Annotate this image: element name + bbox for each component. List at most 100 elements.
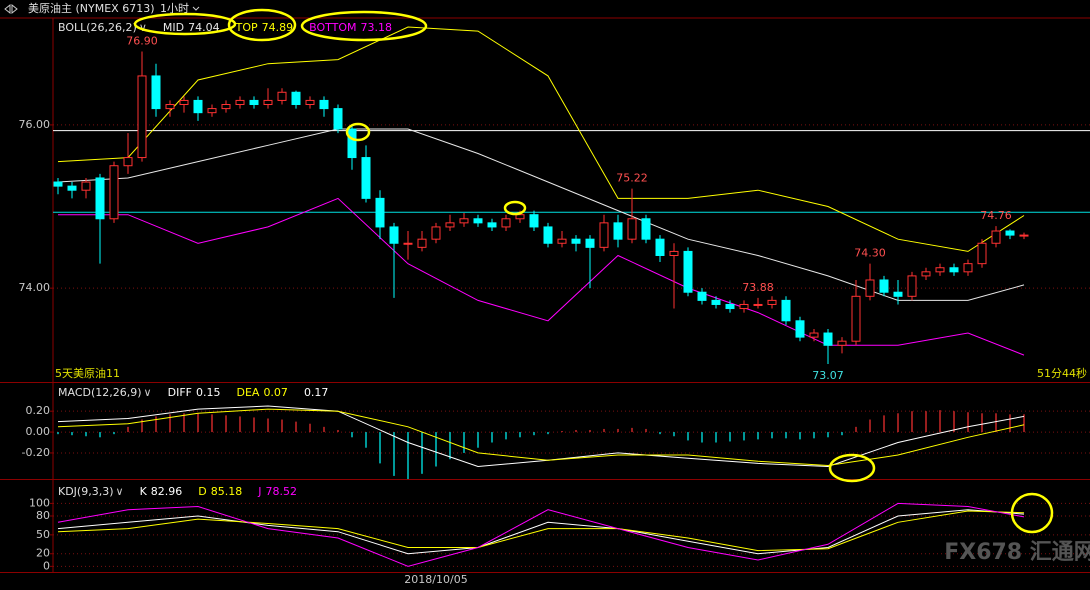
candle-body [53, 181, 63, 187]
candle-body [655, 238, 665, 256]
candle-body [445, 222, 455, 228]
candle-body [991, 230, 1001, 244]
candle-body [935, 267, 945, 273]
legend-value: 0.15 [196, 386, 221, 399]
y-tick-label: 80 [36, 509, 50, 522]
indicator-line [57, 510, 1025, 552]
chevron[interactable] [192, 6, 200, 11]
candle-body [375, 197, 385, 228]
highlight-circle [300, 10, 428, 42]
candle-body [641, 218, 651, 240]
legend-title: BOLL(26,26,2) [58, 21, 137, 34]
candle-body [557, 238, 567, 244]
price-annotation: 73.88 [742, 281, 774, 294]
candle-body [683, 250, 693, 293]
candle-body [851, 295, 861, 342]
period[interactable]: 1小时 [160, 2, 189, 15]
y-tick-label: 0.20 [26, 404, 51, 417]
candle-body [95, 177, 105, 220]
highlight-circle [345, 122, 371, 142]
legend-value: 82.96 [151, 485, 183, 498]
watermark: FX678 汇通网 [944, 540, 1090, 565]
candle-body [949, 267, 959, 273]
candle-body [599, 222, 609, 248]
highlights [133, 8, 1054, 534]
candle-body [865, 279, 875, 297]
frame [0, 17, 1090, 573]
legend-name: J [257, 485, 261, 498]
candle-body [109, 165, 119, 220]
x-tick-label: 2018/10/05 [404, 573, 467, 586]
highlight-circle [503, 200, 527, 216]
candle-body [711, 299, 721, 305]
candle-body [165, 104, 175, 110]
candle-body [669, 250, 679, 256]
candle-body [319, 99, 329, 110]
footer-left: 5天美原油11 [55, 366, 120, 380]
candle-body [207, 108, 217, 114]
candle-body [543, 226, 553, 244]
legend-chevron: ∨ [139, 21, 147, 34]
legend-name: MID [163, 21, 184, 34]
candle-body [571, 238, 581, 244]
candle-body [529, 214, 539, 228]
legend: MACD(12,26,9) ∨ DIFF 0.15 DEA 0.07 0.17 [58, 386, 328, 399]
y-tick-label: 20 [36, 547, 50, 560]
candle-body [753, 303, 763, 306]
candle-body [291, 91, 301, 106]
legend-name: D [198, 485, 206, 498]
legend-title: KDJ(9,3,3) [58, 485, 114, 498]
candle-body [417, 238, 427, 248]
highlight-circle [1010, 492, 1054, 534]
price-annotation: 76.90 [126, 34, 158, 47]
candle-body [907, 275, 917, 297]
candle-body [893, 291, 903, 297]
indicator-line [57, 509, 1025, 555]
indicator-line [57, 408, 1025, 467]
y-tick-label: 50 [36, 528, 50, 541]
legend-title: MACD(12,26,9) [58, 386, 142, 399]
candle-body [585, 238, 595, 248]
legend-value: 0.07 [263, 386, 288, 399]
candle-body [627, 218, 637, 240]
price-annotation: 75.22 [616, 172, 648, 185]
candle-body [403, 242, 413, 245]
candle-body [473, 218, 483, 224]
candle-body [823, 332, 833, 346]
highlight-circle [227, 8, 297, 42]
candle-body [767, 299, 777, 305]
nav-icon[interactable] [4, 3, 18, 15]
candle-body [123, 157, 133, 167]
legend-value: 85.18 [211, 485, 243, 498]
candle-body [963, 263, 973, 273]
legend: KDJ(9,3,3) ∨ K 82.96 D 85.18 J 78.52 [58, 485, 297, 498]
candle-body [263, 99, 273, 106]
legend-chevron: ∨ [144, 386, 152, 399]
candle-body [921, 271, 931, 277]
candle-body [347, 128, 357, 159]
y-tick-label: 0.00 [26, 425, 51, 438]
candle-body [151, 75, 161, 110]
y-tick-label: 0 [43, 559, 50, 572]
legend-name: BOTTOM [309, 21, 356, 34]
candle-body [809, 332, 819, 338]
candle-body [459, 218, 469, 224]
candle-body [781, 299, 791, 322]
candle-body [137, 75, 147, 159]
legend-name: K [140, 485, 148, 498]
legend-value: 74.89 [262, 21, 294, 34]
price-annotation: 73.07 [812, 369, 844, 382]
price-annotation: 74.30 [854, 247, 886, 260]
candle-body [501, 218, 511, 228]
candle-body [389, 226, 399, 244]
legend-value: 0.17 [304, 386, 329, 399]
candle-body [249, 99, 259, 106]
legend-value: 78.52 [266, 485, 298, 498]
candle-body [179, 99, 189, 106]
candle-body [431, 226, 441, 240]
candle-body [1019, 234, 1029, 237]
legend-name: TOP [235, 21, 258, 34]
